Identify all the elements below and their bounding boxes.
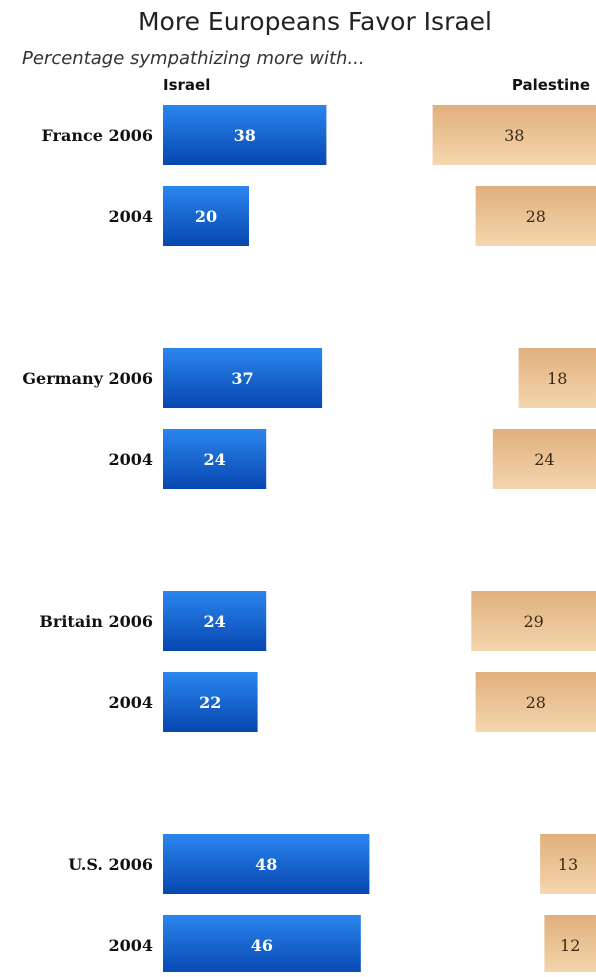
category-label-2004-1: 2004 bbox=[108, 207, 153, 226]
israel-column-header: Israel bbox=[163, 76, 210, 94]
value-label-palestine-2004-7: 12 bbox=[560, 936, 580, 955]
bar-palestine-britain-2006-4 bbox=[471, 591, 596, 651]
value-label-israel-2004-5: 22 bbox=[199, 693, 221, 712]
value-label-israel-britain-2006-4: 24 bbox=[203, 612, 225, 631]
category-label-2004-3: 2004 bbox=[108, 450, 153, 469]
bar-israel-france-2006-0 bbox=[163, 105, 327, 165]
bar-palestine-u-s-2006-6 bbox=[540, 834, 596, 894]
bar-israel-germany-2006-2 bbox=[163, 348, 323, 408]
value-label-palestine-2004-3: 24 bbox=[534, 450, 554, 469]
bars-layer: France 2006 38 38 2004 20 28 Germany 2006 37 18 2… bbox=[22, 105, 596, 975]
chart-subtitle: Percentage sympathizing more with... bbox=[22, 48, 365, 69]
bar-israel-2004-5 bbox=[163, 672, 258, 732]
value-label-israel-2004-7: 46 bbox=[251, 936, 273, 955]
bar-palestine-germany-2006-2 bbox=[518, 348, 596, 408]
bar-palestine-2004-7 bbox=[544, 915, 596, 975]
value-label-palestine-u-s-2006-6: 13 bbox=[558, 855, 578, 874]
palestine-column-header: Palestine bbox=[512, 76, 590, 94]
bar-israel-u-s-2006-6 bbox=[163, 834, 370, 894]
category-label-2004-7: 2004 bbox=[108, 936, 153, 955]
bar-israel-2004-7 bbox=[163, 915, 361, 975]
value-label-palestine-2004-1: 28 bbox=[526, 207, 546, 226]
value-label-israel-germany-2006-2: 37 bbox=[231, 369, 253, 388]
category-label-germany-2006-2: Germany 2006 bbox=[22, 369, 153, 388]
category-label-2004-5: 2004 bbox=[108, 693, 153, 712]
chart-title: More Europeans Favor Israel bbox=[138, 7, 492, 36]
value-label-palestine-britain-2006-4: 29 bbox=[523, 612, 543, 631]
bar-israel-britain-2006-4 bbox=[163, 591, 267, 651]
bar-palestine-2004-5 bbox=[475, 672, 596, 732]
value-label-israel-2004-3: 24 bbox=[203, 450, 225, 469]
value-label-israel-u-s-2006-6: 48 bbox=[255, 855, 277, 874]
bar-palestine-france-2006-0 bbox=[432, 105, 596, 165]
bar-palestine-2004-3 bbox=[492, 429, 596, 489]
category-label-france-2006-0: France 2006 bbox=[41, 126, 153, 145]
value-label-israel-france-2006-0: 38 bbox=[234, 126, 256, 145]
value-label-palestine-france-2006-0: 38 bbox=[504, 126, 524, 145]
value-label-israel-2004-1: 20 bbox=[195, 207, 217, 226]
category-label-u-s-2006-6: U.S. 2006 bbox=[68, 855, 153, 874]
bar-israel-2004-3 bbox=[163, 429, 267, 489]
value-label-palestine-germany-2006-2: 18 bbox=[547, 369, 567, 388]
bar-israel-2004-1 bbox=[163, 186, 249, 246]
category-label-britain-2006-4: Britain 2006 bbox=[39, 612, 153, 631]
bar-palestine-2004-1 bbox=[475, 186, 596, 246]
value-label-palestine-2004-5: 28 bbox=[526, 693, 546, 712]
